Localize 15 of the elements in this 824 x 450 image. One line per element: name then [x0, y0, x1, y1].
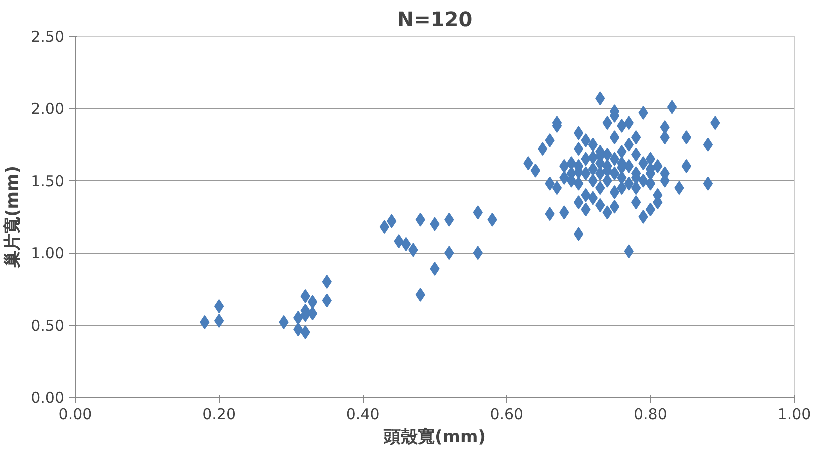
- chart-title: N=120: [397, 8, 473, 32]
- x-axis-title: 頭殼寬(mm): [383, 428, 486, 448]
- x-tick-label: 0.40: [346, 406, 380, 424]
- x-tick-label: 0.80: [634, 406, 668, 424]
- y-tick-label: 0.00: [31, 389, 65, 407]
- y-axis-title: 巢片寬(mm): [3, 166, 24, 269]
- y-tick-label: 1.50: [31, 172, 65, 190]
- y-tick-label: 2.50: [31, 28, 65, 46]
- x-tick-label: 0.60: [490, 406, 524, 424]
- x-tick-label: 0.20: [202, 406, 236, 424]
- y-tick-label: 2.00: [31, 100, 65, 118]
- x-tick-label: 1.00: [778, 406, 812, 424]
- x-tick-label: 0.00: [58, 406, 92, 424]
- y-tick-label: 1.00: [31, 244, 65, 263]
- y-tick-label: 0.50: [31, 316, 65, 335]
